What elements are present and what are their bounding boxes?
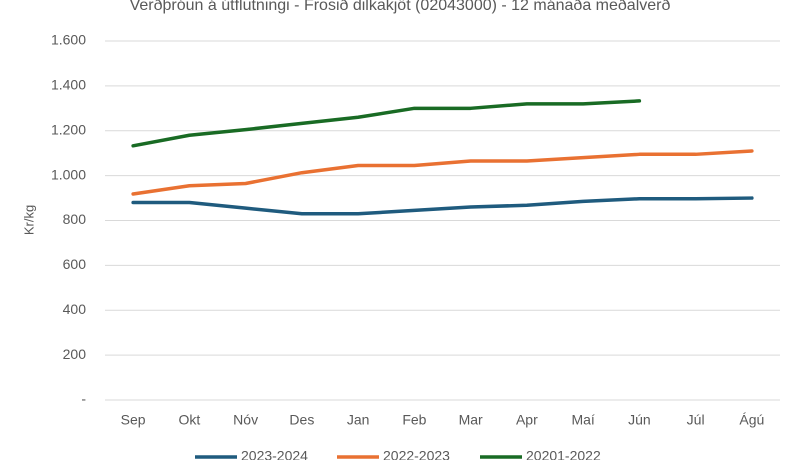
x-tick-label: Jún [628, 412, 651, 428]
y-tick-label: 400 [63, 301, 87, 317]
y-tick-label: 200 [63, 346, 87, 362]
y-tick-label: 600 [63, 256, 87, 272]
x-tick-label: Nóv [233, 412, 258, 428]
x-tick-label: Feb [402, 412, 426, 428]
chart-title: Verðþróun á útflutningi - Frosið dilkakj… [130, 0, 671, 14]
x-tick-label: Des [289, 412, 314, 428]
x-tick-label: Apr [516, 412, 538, 428]
y-tick-label: 1.400 [51, 77, 86, 93]
x-tick-label: Maí [571, 412, 594, 428]
y-tick-label: 1.000 [51, 166, 86, 182]
x-tick-label: Jan [347, 412, 370, 428]
y-axis-label: Kr/kg [21, 205, 36, 235]
series-line [131, 99, 642, 148]
y-tick-label: 1.200 [51, 121, 86, 137]
legend-label: 2023-2024 [241, 448, 308, 460]
legend-label: 20201-2022 [526, 448, 601, 460]
x-tick-label: Mar [459, 412, 483, 428]
y-tick-label: 800 [63, 211, 87, 227]
x-tick-label: Ágú [739, 412, 764, 428]
y-tick-label: - [81, 391, 86, 407]
series-line [131, 196, 754, 216]
y-tick-label: 1.600 [51, 32, 86, 48]
series-line [131, 149, 754, 196]
legend-label: 2022-2023 [383, 448, 450, 460]
x-tick-label: Júl [687, 412, 705, 428]
x-tick-label: Okt [178, 412, 200, 428]
x-tick-label: Sep [121, 412, 146, 428]
